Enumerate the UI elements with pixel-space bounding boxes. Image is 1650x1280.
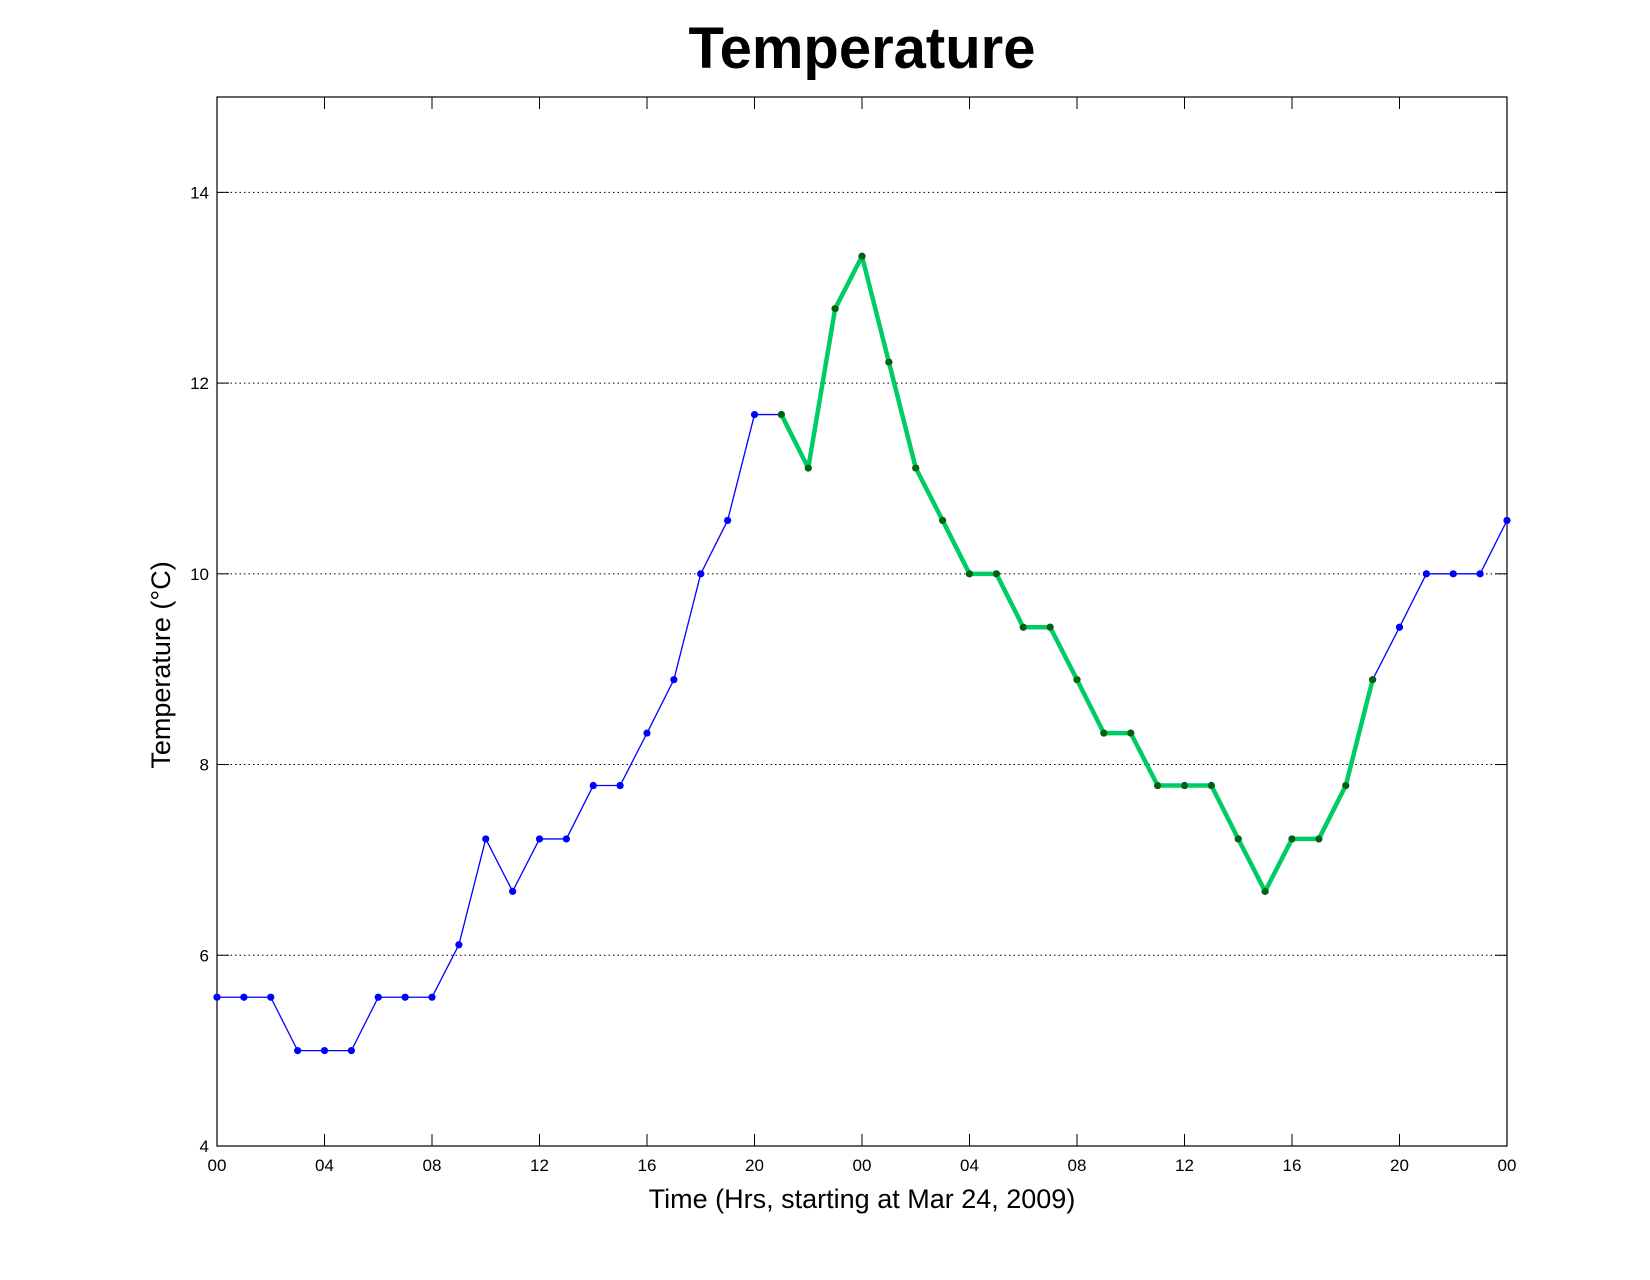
- data-point-blue: [697, 570, 705, 578]
- data-point-green: [1261, 887, 1269, 895]
- data-point-blue: [1503, 516, 1511, 525]
- x-axis-label: Time (Hrs, starting at Mar 24, 2009): [649, 1184, 1076, 1214]
- data-point-blue: [643, 729, 651, 737]
- data-point-blue: [509, 887, 517, 895]
- data-point-blue: [616, 781, 624, 790]
- x-tick-label: 12: [530, 1156, 549, 1175]
- x-tick-label: 16: [638, 1156, 657, 1175]
- data-point-green: [1207, 782, 1215, 789]
- x-tick-label: 08: [423, 1156, 442, 1175]
- data-point-green: [804, 464, 812, 472]
- x-tick-label: 00: [853, 1156, 872, 1175]
- data-point-blue: [1476, 570, 1484, 578]
- data-point-green: [939, 517, 947, 524]
- data-point-green: [966, 570, 973, 578]
- data-point-green: [1046, 623, 1054, 631]
- data-point-blue: [1422, 570, 1430, 578]
- data-point-green: [858, 252, 866, 260]
- data-point-blue: [347, 1047, 355, 1055]
- data-point-blue: [455, 941, 463, 949]
- y-tick-label: 6: [200, 946, 209, 965]
- data-point-blue: [724, 516, 732, 525]
- data-point-green: [1127, 729, 1135, 737]
- data-point-blue: [1395, 623, 1404, 631]
- y-tick-label: 12: [190, 374, 209, 393]
- x-tick-label: 08: [1068, 1156, 1087, 1175]
- data-point-blue: [482, 835, 490, 843]
- data-point-blue: [267, 993, 275, 1001]
- data-point-blue: [213, 993, 221, 1001]
- x-tick-label: 00: [1498, 1156, 1517, 1175]
- y-tick-label: 10: [190, 565, 209, 584]
- data-point-green: [1288, 835, 1296, 843]
- data-point-green: [1181, 782, 1188, 789]
- data-point-blue: [374, 993, 382, 1001]
- x-tick-label: 20: [745, 1156, 764, 1175]
- data-point-blue: [562, 835, 570, 843]
- chart-title: Temperature: [688, 16, 1035, 81]
- y-tick-label: 14: [190, 183, 209, 202]
- y-tick-label: 4: [200, 1137, 209, 1156]
- x-tick-label: 04: [315, 1156, 334, 1175]
- data-point-green: [992, 570, 1000, 578]
- data-point-blue: [320, 1047, 329, 1055]
- data-point-green: [1234, 835, 1242, 843]
- data-point-green: [1154, 782, 1162, 789]
- data-point-green: [1073, 676, 1081, 684]
- data-point-green: [831, 305, 839, 313]
- data-point-green: [777, 411, 785, 418]
- data-point-blue: [750, 410, 759, 419]
- x-tick-label: 12: [1175, 1156, 1194, 1175]
- data-point-blue: [240, 993, 248, 1001]
- data-point-green: [1019, 623, 1027, 631]
- data-point-blue: [294, 1047, 302, 1055]
- data-point-green: [1342, 782, 1350, 789]
- x-tick-label: 04: [960, 1156, 979, 1175]
- x-tick-label: 00: [208, 1156, 227, 1175]
- data-point-blue: [1449, 570, 1457, 578]
- y-tick-label: 8: [200, 756, 209, 775]
- data-point-blue: [670, 676, 678, 684]
- y-axis-label: Temperature (°C): [146, 561, 176, 768]
- data-point-blue: [589, 781, 597, 790]
- series-line-blue: [217, 255, 1508, 1052]
- data-point-green: [1100, 729, 1108, 737]
- data-point-blue: [428, 993, 436, 1001]
- data-point-green: [1369, 676, 1377, 684]
- data-point-green: [912, 464, 920, 472]
- x-tick-label: 16: [1283, 1156, 1302, 1175]
- x-tick-label: 20: [1390, 1156, 1409, 1175]
- data-point-green: [885, 358, 893, 366]
- data-point-blue: [401, 993, 409, 1001]
- data-point-green: [1315, 835, 1323, 843]
- data-point-blue: [535, 835, 544, 843]
